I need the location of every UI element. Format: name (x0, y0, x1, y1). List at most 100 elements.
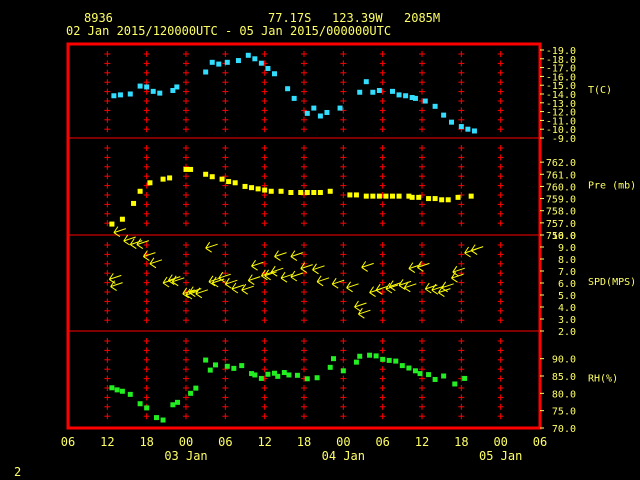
x-tick-label: 06 (61, 435, 75, 449)
frame-layer (66, 42, 542, 430)
pressure-point (298, 190, 304, 195)
wind-arrow (108, 273, 122, 284)
wind-tick-label: 5.0 (558, 291, 576, 302)
humidity-point (353, 359, 359, 365)
pressure-tick-label: 757.0 (546, 219, 576, 230)
pressure-tick-label: 759.0 (546, 195, 576, 206)
pressure-point (167, 175, 173, 181)
wind-arrow (211, 276, 225, 288)
x-tick-label: 00 (493, 435, 507, 449)
wind-arrow (149, 257, 163, 269)
wind-arrow-shaft (224, 277, 238, 289)
x-tick-label: 06 (375, 435, 389, 449)
pressure-point (416, 194, 422, 200)
temperature-point (465, 126, 471, 132)
pressure-point (226, 179, 232, 185)
wind-arrow (388, 280, 402, 292)
pressure-point (363, 193, 369, 199)
wind-arrow-shaft (464, 246, 477, 258)
temperature-tick-label: -15.0 (546, 81, 576, 92)
humidity-point (406, 365, 412, 371)
pressure-point (209, 174, 215, 180)
temperature-point (363, 79, 369, 85)
x-date-label: 03 Jan (164, 449, 207, 463)
pressure-point (249, 185, 255, 191)
wind-arrow (171, 275, 185, 287)
wind-arrow (290, 270, 304, 282)
temperature-point (337, 105, 343, 111)
wind-arrow-shaft (312, 263, 325, 275)
temperature-tick-label: -12.0 (546, 108, 576, 119)
humidity-point (340, 368, 346, 374)
wind-arrow-shaft (388, 280, 402, 292)
wind-arrow-shaft (270, 265, 284, 277)
humidity-tick-label: 70.0 (552, 424, 576, 435)
wind-tick-label: 2.0 (558, 327, 576, 338)
pressure-point (432, 196, 438, 202)
x-tick-label: 12 (100, 435, 114, 449)
temperature-point (324, 109, 330, 115)
temperature-point (403, 93, 409, 99)
wind-tick-label: 9.0 (558, 243, 576, 254)
humidity-point (154, 415, 159, 421)
temperature-tick-label: -14.0 (546, 90, 576, 101)
wind-arrow-shaft (403, 281, 417, 293)
humidity-point (193, 385, 199, 391)
pressure-point (426, 196, 432, 202)
wind-tick-label: 6.0 (558, 279, 576, 290)
temperature-point (317, 113, 323, 119)
wind-arrow-shaft (211, 276, 225, 288)
temperature-point (170, 87, 176, 93)
pressure-point (109, 221, 115, 227)
pressure-point (396, 193, 402, 199)
x-tick-label: 00 (336, 435, 350, 449)
wind-arrow-shaft (264, 269, 277, 281)
temperature-point (357, 89, 363, 95)
temperature-point (376, 87, 382, 93)
humidity-tick-label: 85.0 (552, 372, 576, 383)
wind-arrow-shaft (290, 270, 304, 282)
x-tick-label: 06 (218, 435, 232, 449)
pressure-point (131, 200, 137, 206)
wind-arrow-shaft (136, 238, 149, 250)
wind-arrow (274, 250, 287, 262)
humidity-point (272, 370, 277, 376)
x-tick-label: 18 (139, 435, 153, 449)
humidity-point (224, 363, 230, 369)
x-tick-label: 18 (297, 435, 311, 449)
station-latitude: 77.17S (268, 11, 312, 25)
pressure-tick-label: 760.0 (546, 182, 576, 193)
wind-arrow (205, 241, 218, 253)
wind-arrow (251, 259, 264, 271)
temperature-point (422, 98, 428, 104)
humidity-point (412, 368, 418, 374)
wind-arrow (385, 282, 399, 294)
humidity-point (373, 353, 379, 359)
wind-arrow-shaft (251, 259, 264, 271)
humidity-point (304, 376, 310, 382)
temperature-point (127, 91, 133, 97)
pressure-point (278, 188, 284, 194)
humidity-point (327, 364, 333, 370)
humidity-point (380, 356, 386, 362)
temperature-point (458, 124, 464, 130)
humidity-point (114, 387, 120, 393)
humidity-tick-label: 80.0 (552, 389, 576, 400)
wind-arrow (113, 226, 127, 238)
humidity-point (393, 358, 399, 364)
wind-arrow-shaft (129, 238, 143, 250)
humidity-point (160, 417, 166, 423)
humidity-point (174, 399, 180, 405)
wind-arrow-shaft (205, 241, 218, 253)
wind-arrow-shaft (247, 274, 261, 286)
pressure-point (255, 186, 261, 192)
wind-arrow (270, 265, 284, 277)
wind-arrow-shaft (274, 250, 287, 262)
pressure-point (468, 193, 474, 199)
humidity-point (127, 391, 133, 397)
wind-arrow (195, 287, 208, 299)
wind-arrow (354, 300, 367, 312)
pressure-point (455, 194, 461, 200)
x-date-label: 04 Jan (322, 449, 365, 463)
wind-arrow (280, 271, 294, 283)
